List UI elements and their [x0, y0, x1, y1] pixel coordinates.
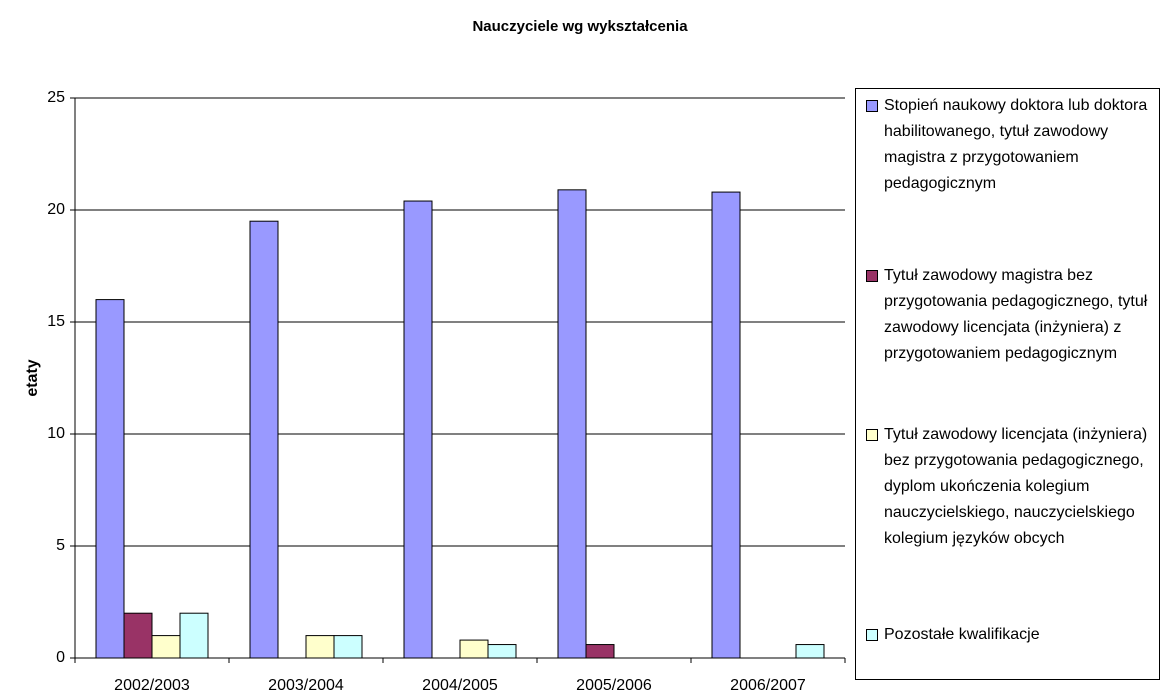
bar — [487, 644, 517, 659]
y-tick-label: 5 — [56, 537, 65, 554]
bar — [711, 191, 741, 659]
x-tick-label: 2005/2006 — [576, 677, 652, 694]
bar — [305, 635, 335, 659]
legend-label: Tytuł zawodowy magistra bez przygotowani… — [884, 267, 1148, 362]
legend-entry: Tytuł zawodowy licencjata (inżyniera) be… — [864, 422, 1154, 552]
legend-swatch — [866, 270, 878, 282]
bar — [123, 612, 153, 659]
y-tick-label: 20 — [47, 201, 65, 218]
y-tick-label: 15 — [47, 313, 65, 330]
legend-swatch — [866, 429, 878, 441]
legend-label: Stopień naukowy doktora lub doktora habi… — [884, 97, 1148, 192]
y-axis-label: etaty — [24, 359, 41, 396]
legend-swatch — [866, 100, 878, 112]
x-tick-label: 2003/2004 — [268, 677, 344, 694]
legend-entry: Pozostałe kwalifikacje — [864, 622, 1154, 648]
x-tick-label: 2004/2005 — [422, 677, 498, 694]
bar — [151, 635, 181, 659]
x-tick-label: 2006/2007 — [730, 677, 806, 694]
legend-label: Tytuł zawodowy licencjata (inżyniera) be… — [884, 426, 1148, 547]
bar — [557, 189, 587, 659]
bar — [585, 644, 615, 659]
legend: Stopień naukowy doktora lub doktora habi… — [855, 88, 1160, 680]
bar — [795, 644, 825, 659]
y-tick-label: 0 — [56, 649, 65, 666]
bar — [249, 220, 279, 659]
bar — [179, 612, 209, 659]
y-tick-label: 10 — [47, 425, 65, 442]
chart-title: Nauczyciele wg wykształcenia — [472, 18, 688, 35]
legend-label: Pozostałe kwalifikacje — [884, 626, 1040, 643]
bar — [403, 200, 433, 659]
bar — [333, 635, 363, 659]
legend-entry: Stopień naukowy doktora lub doktora habi… — [864, 93, 1154, 197]
y-tick-label: 25 — [47, 89, 65, 106]
bar — [95, 299, 125, 659]
bar — [459, 639, 489, 659]
x-tick-label: 2002/2003 — [114, 677, 190, 694]
legend-entry: Tytuł zawodowy magistra bez przygotowani… — [864, 263, 1154, 367]
legend-swatch — [866, 629, 878, 641]
